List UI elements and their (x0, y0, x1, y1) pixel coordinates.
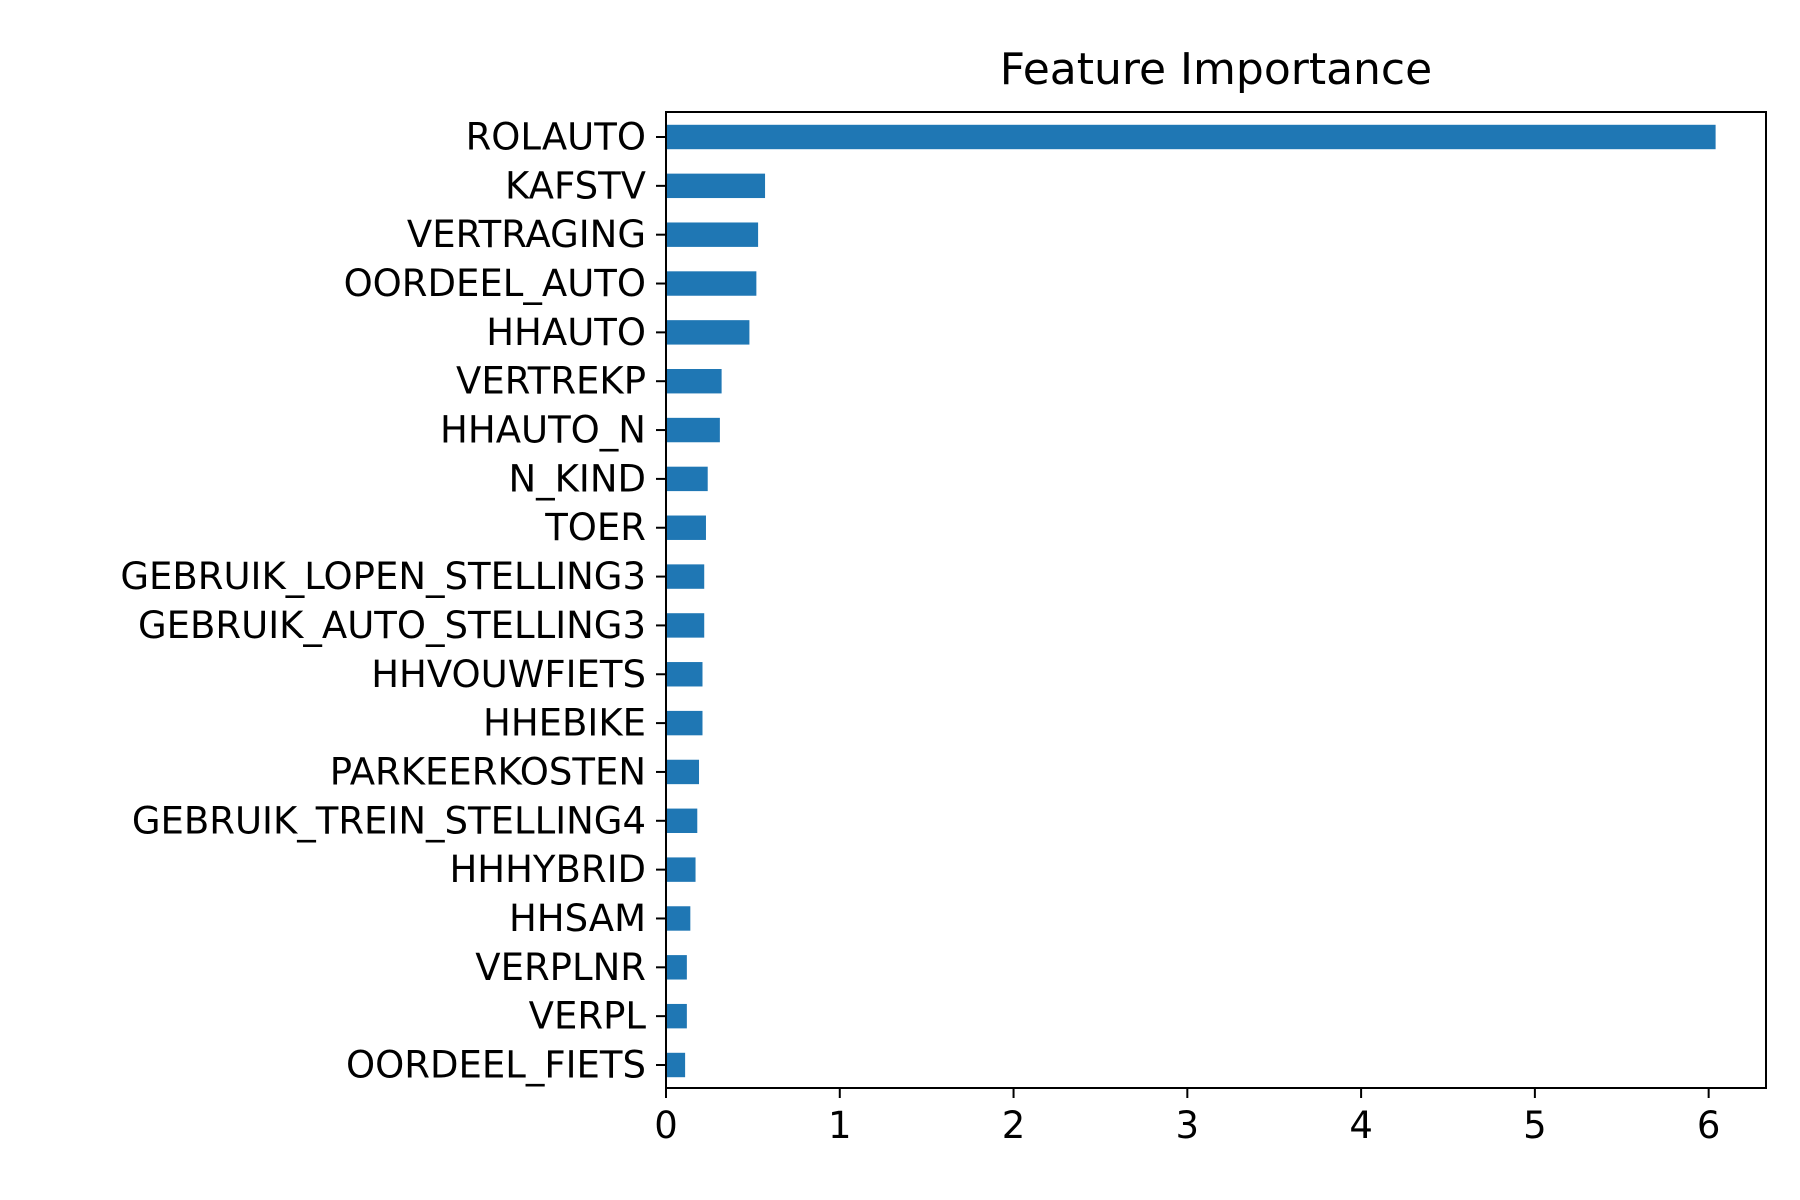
y-tick-label: ROLAUTO (466, 116, 646, 159)
y-tick-label: N_KIND (508, 457, 646, 500)
y-tick-label: VERPLNR (475, 946, 646, 989)
x-tick-label: 2 (1002, 1104, 1026, 1147)
y-tick-label: HHAUTO (486, 311, 646, 354)
bar-verplnr (666, 955, 687, 980)
bar-hhauto (666, 320, 750, 345)
x-tick-label: 3 (1176, 1104, 1200, 1147)
bar-gebruik-trein-stelling4 (666, 808, 698, 833)
y-tick-label: HHEBIKE (483, 702, 646, 745)
x-tick-label: 0 (654, 1104, 678, 1147)
y-tick-label: HHAUTO_N (440, 409, 646, 452)
y-tick-label: GEBRUIK_AUTO_STELLING3 (138, 604, 646, 647)
y-tick-label: GEBRUIK_LOPEN_STELLING3 (120, 555, 646, 598)
y-tick-label: VERPL (529, 995, 647, 1038)
bar-n-kind (666, 466, 708, 492)
x-tick-label: 4 (1349, 1104, 1373, 1147)
bar-rolauto (666, 124, 1716, 150)
bars-group (666, 124, 1716, 1078)
y-tick-label: GEBRUIK_TREIN_STELLING4 (132, 799, 646, 842)
bar-hhsam (666, 906, 691, 931)
y-tick-label: HHSAM (509, 897, 646, 940)
y-axis-ticks: ROLAUTO KAFSTV VERTRAGING OORDEEL_AUTO HHAUT… (120, 116, 666, 1087)
y-tick-label: TOER (544, 506, 646, 549)
y-tick-label: OORDEEL_AUTO (344, 262, 646, 305)
x-tick-label: 6 (1697, 1104, 1721, 1147)
bar-hhauto-n (666, 417, 720, 443)
y-tick-label: HHVOUWFIETS (371, 653, 646, 696)
y-tick-label: KAFSTV (505, 164, 646, 207)
bar-parkeerkosten (666, 759, 700, 785)
x-axis-ticks: 0 1 2 3 4 5 6 (654, 1088, 1720, 1147)
y-tick-label: PARKEERKOSTEN (330, 750, 646, 793)
bar-hhvouwfiets (666, 662, 703, 687)
y-tick-label: VERTRAGING (407, 213, 646, 256)
x-tick-label: 5 (1523, 1104, 1547, 1147)
plot-frame (665, 111, 1767, 1089)
bar-gebruik-auto-stelling3 (666, 613, 705, 638)
y-tick-label: HHHYBRID (449, 848, 646, 891)
bar-kafstv (666, 173, 766, 199)
y-tick-label: VERTREKP (456, 360, 646, 403)
bar-vertraging (666, 222, 759, 247)
bar-gebruik-lopen-stelling3 (666, 564, 705, 589)
bar-vertrekp (666, 369, 722, 394)
x-tick-label: 1 (828, 1104, 852, 1147)
bar-oordeel-auto (666, 271, 757, 296)
bar-verpl (666, 1003, 687, 1029)
bar-toer (666, 515, 706, 540)
y-tick-label: OORDEEL_FIETS (346, 1044, 646, 1087)
chart-title: Feature Importance (1000, 44, 1432, 95)
bar-oordeel-fiets (666, 1052, 686, 1078)
bar-hhebike (666, 710, 703, 736)
bar-hhhybrid (666, 857, 696, 882)
